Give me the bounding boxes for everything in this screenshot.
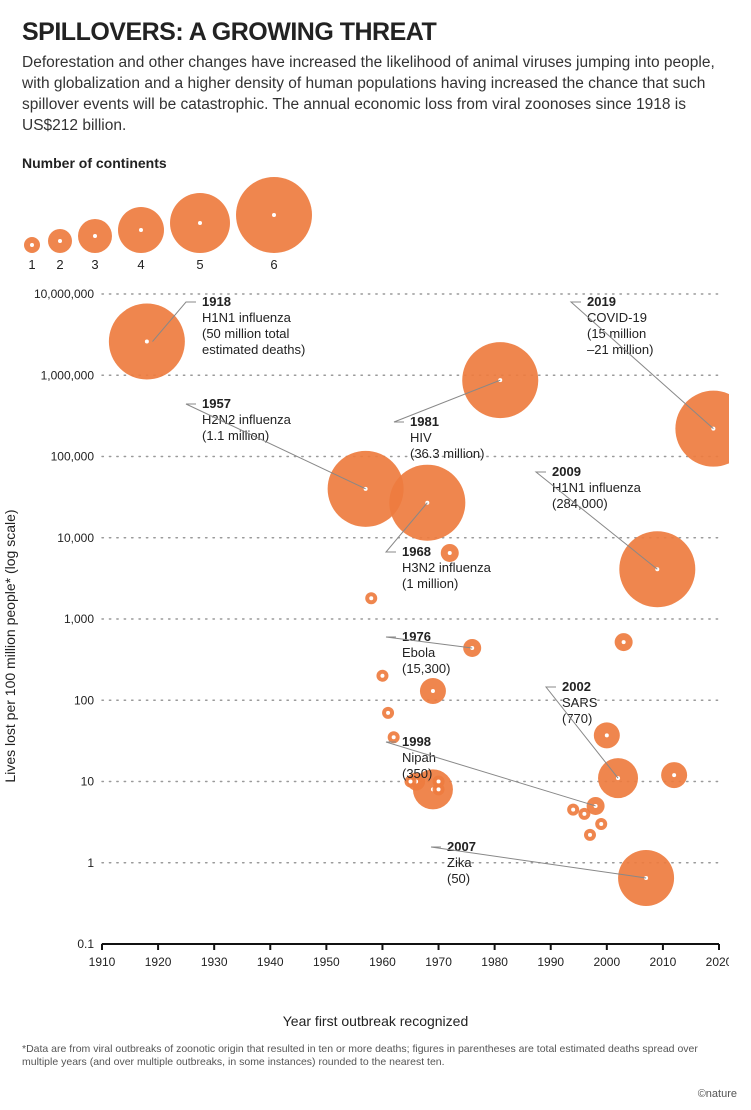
legend-label: 5: [196, 257, 203, 272]
chart-subtitle: Deforestation and other changes have inc…: [22, 53, 729, 137]
data-bubble: [661, 762, 687, 788]
x-axis-label: Year first outbreak recognized: [22, 1013, 729, 1029]
y-tick-label: 10,000,000: [34, 287, 94, 301]
data-bubble: [463, 639, 481, 657]
x-tick-label: 2010: [650, 955, 677, 969]
y-tick-label: 1: [87, 855, 94, 869]
legend-item: 3: [78, 219, 112, 272]
x-tick-label: 1940: [257, 955, 284, 969]
legend-title: Number of continents: [22, 155, 729, 171]
x-tick-label: 1970: [425, 955, 452, 969]
data-bubble: [567, 803, 579, 815]
data-bubble: [109, 303, 185, 379]
x-tick-label: 1930: [201, 955, 228, 969]
y-tick-label: 10,000: [57, 530, 94, 544]
legend-bubble-icon: [48, 229, 72, 253]
legend-bubble-icon: [236, 177, 312, 253]
data-bubble: [433, 783, 445, 795]
data-bubble: [594, 722, 620, 748]
x-tick-label: 1910: [89, 955, 116, 969]
legend-item: 4: [118, 207, 164, 272]
legend-bubble-icon: [118, 207, 164, 253]
legend-bubble-icon: [170, 193, 230, 253]
credit: ©nature: [698, 1088, 737, 1100]
legend-row: 1 2 3 4 5 6: [22, 177, 729, 272]
legend-item: 6: [236, 177, 312, 272]
footnote: *Data are from viral outbreaks of zoonot…: [22, 1043, 729, 1070]
x-tick-label: 2000: [593, 955, 620, 969]
chart-title: SPILLOVERS: A GROWING THREAT: [22, 18, 729, 47]
data-bubble: [462, 342, 538, 418]
legend-label: 6: [270, 257, 277, 272]
data-bubble: [388, 731, 400, 743]
data-bubble: [615, 633, 633, 651]
data-bubble: [420, 678, 446, 704]
bubble-chart: 0.1 1 10 100 1,000 10,000 100,000 1,000,000 10,0…: [22, 284, 729, 984]
y-tick-label: 1,000,000: [41, 368, 95, 382]
x-tick-label: 1980: [481, 955, 508, 969]
data-bubble: [376, 669, 388, 681]
y-tick-label: 10: [81, 774, 95, 788]
y-tick-label: 0.1: [77, 937, 94, 951]
data-bubble: [405, 775, 417, 787]
x-tick-label: 2020: [706, 955, 729, 969]
data-bubble: [578, 808, 590, 820]
legend-label: 2: [56, 257, 63, 272]
legend-item: 1: [22, 237, 42, 272]
x-tick-label: 1960: [369, 955, 396, 969]
legend-label: 3: [91, 257, 98, 272]
data-bubble: [389, 464, 465, 540]
legend-label: 4: [137, 257, 144, 272]
y-tick-label: 100,000: [51, 449, 95, 463]
y-tick-label: 1,000: [64, 612, 94, 626]
data-bubble: [382, 707, 394, 719]
data-bubble: [618, 850, 674, 906]
legend-bubble-icon: [78, 219, 112, 253]
x-tick-label: 1950: [313, 955, 340, 969]
x-tick-label: 1920: [145, 955, 172, 969]
legend-item: 5: [170, 193, 230, 272]
data-bubble: [598, 758, 638, 798]
legend-item: 2: [48, 229, 72, 272]
data-bubble: [675, 390, 729, 466]
data-bubble: [365, 592, 377, 604]
y-axis-label: Lives lost per 100 million people* (log …: [2, 510, 18, 783]
data-bubble: [595, 818, 607, 830]
legend-label: 1: [28, 257, 35, 272]
legend-bubble-icon: [24, 237, 40, 253]
data-bubble: [584, 829, 596, 841]
data-bubble: [441, 544, 459, 562]
data-bubble: [619, 531, 695, 607]
y-tick-label: 100: [74, 693, 94, 707]
x-tick-label: 1990: [537, 955, 564, 969]
